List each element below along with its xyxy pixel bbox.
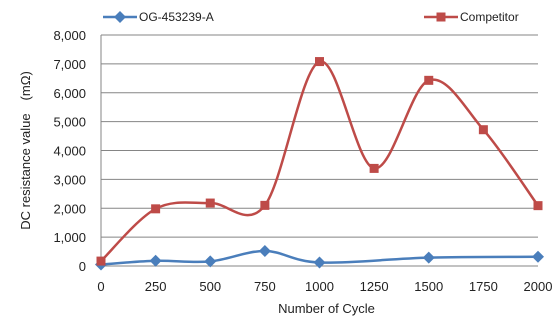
data-point bbox=[260, 200, 270, 210]
data-point bbox=[96, 256, 106, 266]
series-competitor bbox=[96, 57, 543, 266]
x-axis-title: Number of Cycle bbox=[278, 301, 375, 316]
data-point bbox=[533, 201, 543, 211]
data-point bbox=[204, 255, 217, 268]
data-point bbox=[205, 198, 215, 208]
y-axis-title: DC resistance value (mΩ) bbox=[18, 71, 33, 230]
y-tick-label: 5,000 bbox=[53, 115, 86, 130]
y-tick-label: 8,000 bbox=[53, 28, 86, 43]
data-point bbox=[422, 251, 435, 264]
data-point bbox=[151, 204, 161, 214]
legend-label: Competitor bbox=[460, 10, 519, 24]
x-tick-label: 1500 bbox=[414, 279, 443, 294]
legend-marker bbox=[436, 12, 446, 22]
data-point bbox=[532, 250, 544, 263]
y-tick-label: 0 bbox=[79, 259, 86, 274]
x-tick-label: 1000 bbox=[305, 279, 334, 294]
y-tick-label: 1,000 bbox=[53, 230, 86, 245]
series-group bbox=[95, 57, 544, 271]
y-tick-label: 3,000 bbox=[53, 172, 86, 187]
legend: OG-453239-A Competitor bbox=[103, 10, 519, 24]
x-tick-label: 250 bbox=[145, 279, 167, 294]
data-point bbox=[478, 125, 488, 135]
data-point bbox=[315, 57, 324, 67]
y-tick-label: 7,000 bbox=[53, 57, 86, 72]
series-line bbox=[100, 60, 540, 262]
data-point bbox=[149, 254, 162, 267]
x-tick-label: 1750 bbox=[469, 279, 498, 294]
x-tick-label: 0 bbox=[97, 279, 104, 294]
x-tick-label: 1250 bbox=[360, 279, 389, 294]
data-point bbox=[258, 244, 271, 257]
y-tick-label: 6,000 bbox=[53, 86, 86, 101]
x-tick-label: 500 bbox=[199, 279, 221, 294]
x-tick-labels: 0 250 500 750 1000 1250 1500 1750 2000 bbox=[97, 279, 552, 294]
series-og-453239-a bbox=[95, 244, 544, 271]
legend-marker bbox=[114, 11, 126, 23]
y-tick-label: 2,000 bbox=[53, 201, 86, 216]
grid-lines bbox=[101, 34, 538, 238]
y-tick-labels: 0 1,000 2,000 3,000 4,000 5,000 6,000 7,000 8,00… bbox=[53, 28, 86, 274]
x-tick-label: 2000 bbox=[524, 279, 553, 294]
data-point bbox=[369, 163, 379, 173]
legend-label: OG-453239-A bbox=[139, 10, 214, 24]
data-point bbox=[424, 75, 434, 85]
data-point bbox=[313, 256, 326, 269]
y-tick-label: 4,000 bbox=[53, 144, 86, 159]
x-tick-label: 750 bbox=[254, 279, 276, 294]
